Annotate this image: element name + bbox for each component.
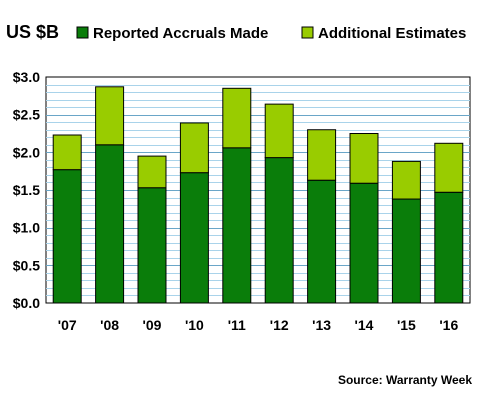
- x-tick-label: '16: [439, 317, 458, 333]
- bar-additional: [349, 133, 379, 184]
- bar-reported: [307, 179, 337, 304]
- bar-reported: [222, 147, 252, 304]
- y-tick-label: $2.5: [13, 107, 40, 123]
- x-tick-label: '08: [100, 317, 119, 333]
- y-tick-label: $2.0: [13, 144, 40, 160]
- legend-label-reported: Reported Accruals Made: [93, 25, 268, 42]
- x-tick-label: '11: [228, 317, 246, 333]
- source-note: Source: Warranty Week: [338, 373, 472, 387]
- unit-label: US $B: [6, 22, 59, 42]
- bar-reported: [391, 198, 421, 304]
- x-tick-label: '09: [143, 317, 162, 333]
- bar-additional: [137, 155, 167, 189]
- bar-additional: [307, 129, 337, 181]
- bar-additional: [222, 87, 252, 149]
- bar-reported: [137, 187, 167, 304]
- bar-reported: [95, 144, 125, 304]
- x-tick-label: '15: [397, 317, 416, 333]
- bar-reported: [52, 169, 82, 304]
- legend-swatch-reported: [76, 26, 89, 39]
- bar-reported: [264, 157, 294, 304]
- y-tick-label: $0.0: [13, 295, 40, 311]
- bar-additional: [52, 134, 82, 171]
- y-tick-label: $3.0: [13, 69, 40, 85]
- legend: Reported Accruals Made Additional Estima…: [76, 25, 466, 42]
- bar-reported: [349, 182, 379, 304]
- legend-label-additional: Additional Estimates: [318, 25, 466, 42]
- bar-additional: [434, 142, 464, 193]
- x-tick-label: '07: [58, 317, 77, 333]
- y-tick-label: $1.0: [13, 220, 40, 236]
- y-tick-label: $0.5: [13, 257, 40, 273]
- bar-additional: [264, 103, 294, 159]
- bars: [52, 86, 464, 304]
- x-tick-label: '13: [312, 317, 331, 333]
- bar-additional: [179, 122, 209, 174]
- y-axis: $0.0 $0.5 $1.0 $1.5 $2.0 $2.5 $3.0: [13, 69, 40, 311]
- bar-reported: [434, 191, 464, 304]
- bar-additional: [95, 86, 125, 146]
- bar-additional: [391, 160, 421, 200]
- x-tick-label: '14: [355, 317, 374, 333]
- x-tick-label: '10: [185, 317, 204, 333]
- x-axis: '07 '08 '09 '10 '11 '12 '13 '14 '15 '16: [58, 317, 459, 333]
- x-tick-label: '12: [270, 317, 289, 333]
- bar-reported: [179, 172, 209, 304]
- y-tick-label: $1.5: [13, 182, 40, 198]
- legend-swatch-additional: [301, 26, 314, 39]
